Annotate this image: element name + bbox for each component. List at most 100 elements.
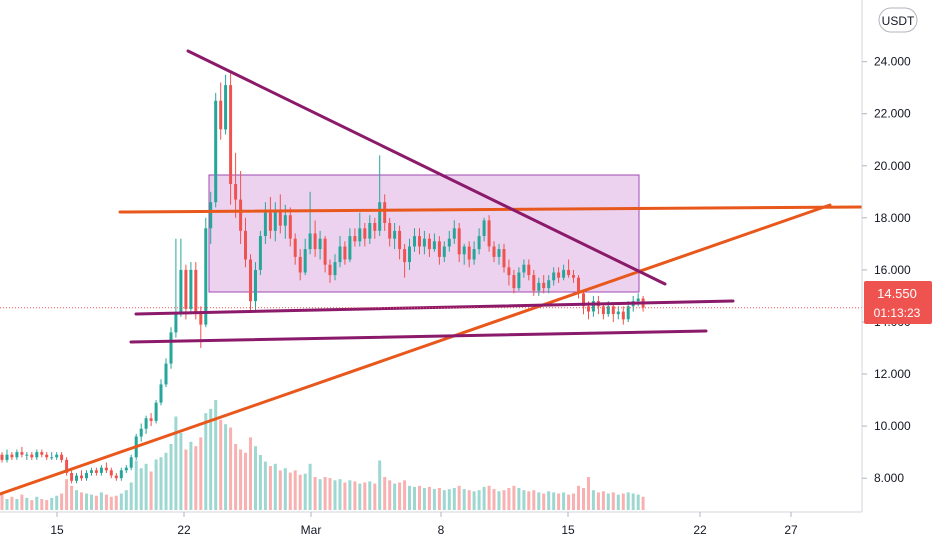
candle-body [621,311,625,320]
candle-body [15,452,19,458]
candle-body [388,223,392,239]
candle-body [104,467,108,471]
volume-bar [25,497,29,510]
candle-body [313,233,317,250]
volume-bar [437,488,441,510]
currency-button[interactable]: USDT [878,7,918,33]
volume-bar [621,493,625,510]
candle-body [482,220,486,236]
candle-body [343,246,347,260]
candle-body [70,473,74,481]
volume-bar [418,485,421,510]
volume-bar [373,483,377,510]
candle-body [408,246,411,263]
candle-body [80,475,83,479]
time-tick-label: 27 [784,523,798,537]
candle-body [318,238,322,250]
trendline-rising-support[interactable] [0,203,832,496]
volume-bar [139,468,143,510]
volume-bar [552,492,556,510]
candle-body [169,332,173,364]
trendline-descending-resistance[interactable] [186,49,667,286]
candle-body [30,454,34,458]
candle-body [383,202,387,223]
time-axis[interactable]: 15 22 Mar 8 15 22 27 [50,512,798,537]
candle-body [114,475,118,479]
candle-body [278,210,282,226]
horizontal-line-resistance[interactable] [118,205,864,214]
volume-bar [0,493,4,510]
trendline-drawings[interactable] [0,49,864,496]
volume-bar [601,491,605,510]
candle-body [273,210,277,231]
volume-bar [358,483,362,510]
volume-bar [482,486,486,510]
trendline-support-lower[interactable] [129,329,708,344]
trendline-support-upper[interactable] [134,299,735,316]
volume-bar [323,477,327,510]
candle-body [373,223,377,231]
volume-bar [109,496,113,510]
volume-bar [45,500,49,510]
volume-bar [199,437,203,510]
volume-bars [0,400,645,510]
candle-body [244,230,247,260]
volume-bar [641,496,645,510]
volume-bar [472,491,476,510]
candle-body [427,238,431,250]
candle-body [219,100,223,130]
time-tick-label: 15 [561,523,575,537]
candle-body [437,241,441,257]
candle-body [338,246,342,263]
volume-bar [229,427,233,510]
candle-body [378,202,382,231]
volume-bar [343,482,347,510]
volume-bar [442,490,446,510]
volume-bar [40,499,44,510]
volume-bar [368,481,372,510]
volume-bar [572,493,575,510]
volume-bar [422,488,426,510]
volume-bar [214,400,218,510]
volume-bar [184,449,188,510]
candle-body [562,269,566,278]
volume-bar [99,492,103,510]
volume-bar [413,486,416,510]
candle-body [268,212,272,231]
candle-body [532,275,536,291]
candle-body [452,228,456,239]
volume-bar [5,499,9,510]
volume-bar [20,494,24,510]
candle-body [477,236,481,250]
candle-body [184,269,188,309]
volume-bar [278,470,282,510]
volume-bar [85,493,88,510]
candle-body [0,454,4,460]
volume-bar [268,466,272,510]
candle-body [591,301,595,312]
volume-bar [547,491,551,510]
price-axis[interactable]: 24.00022.00020.00018.00016.00014.00012.0… [862,55,911,486]
candle-body [557,272,561,278]
candle-body [149,418,153,421]
candle-body [229,85,233,184]
candle-body [239,199,243,231]
volume-bar [75,490,78,510]
price-tick-label: 18.000 [874,211,911,225]
candle-body [303,249,307,273]
candle-body [328,264,332,276]
candle-body [403,249,407,263]
volume-bar [60,493,64,510]
volume-bar [35,496,39,510]
volume-bar [457,485,461,510]
volume-bar [293,470,297,510]
volume-bar [328,478,332,510]
volume-bar [308,463,312,510]
candle-body [40,452,44,455]
volume-bar [30,500,34,510]
candle-body [507,267,511,276]
candle-body [418,236,421,247]
volume-bar [55,495,59,510]
volume-bar [263,461,267,510]
